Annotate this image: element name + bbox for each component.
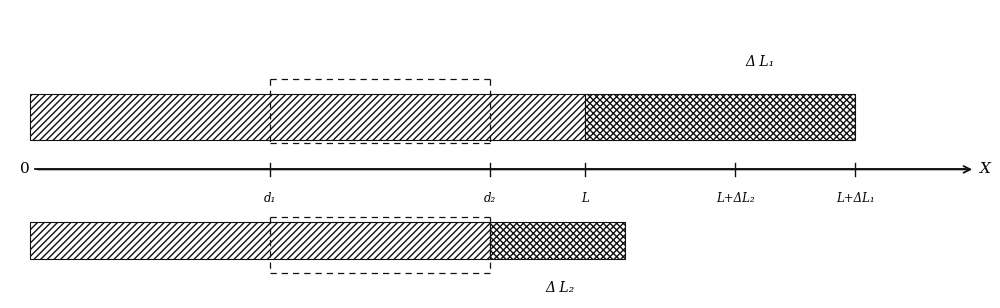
Text: L+ΔL₂: L+ΔL₂ — [716, 192, 754, 205]
Bar — [30, 94, 585, 140]
Text: 0: 0 — [20, 162, 30, 176]
Text: L+ΔL₁: L+ΔL₁ — [836, 192, 874, 205]
Text: X: X — [980, 162, 991, 176]
Bar — [490, 222, 625, 259]
Text: d₁: d₁ — [264, 192, 276, 205]
Text: Δ L₂: Δ L₂ — [545, 281, 574, 295]
Bar — [585, 94, 855, 140]
Text: Δ L₁: Δ L₁ — [745, 55, 774, 69]
Bar — [30, 222, 490, 259]
Text: L: L — [581, 192, 589, 205]
Text: d₂: d₂ — [484, 192, 496, 205]
